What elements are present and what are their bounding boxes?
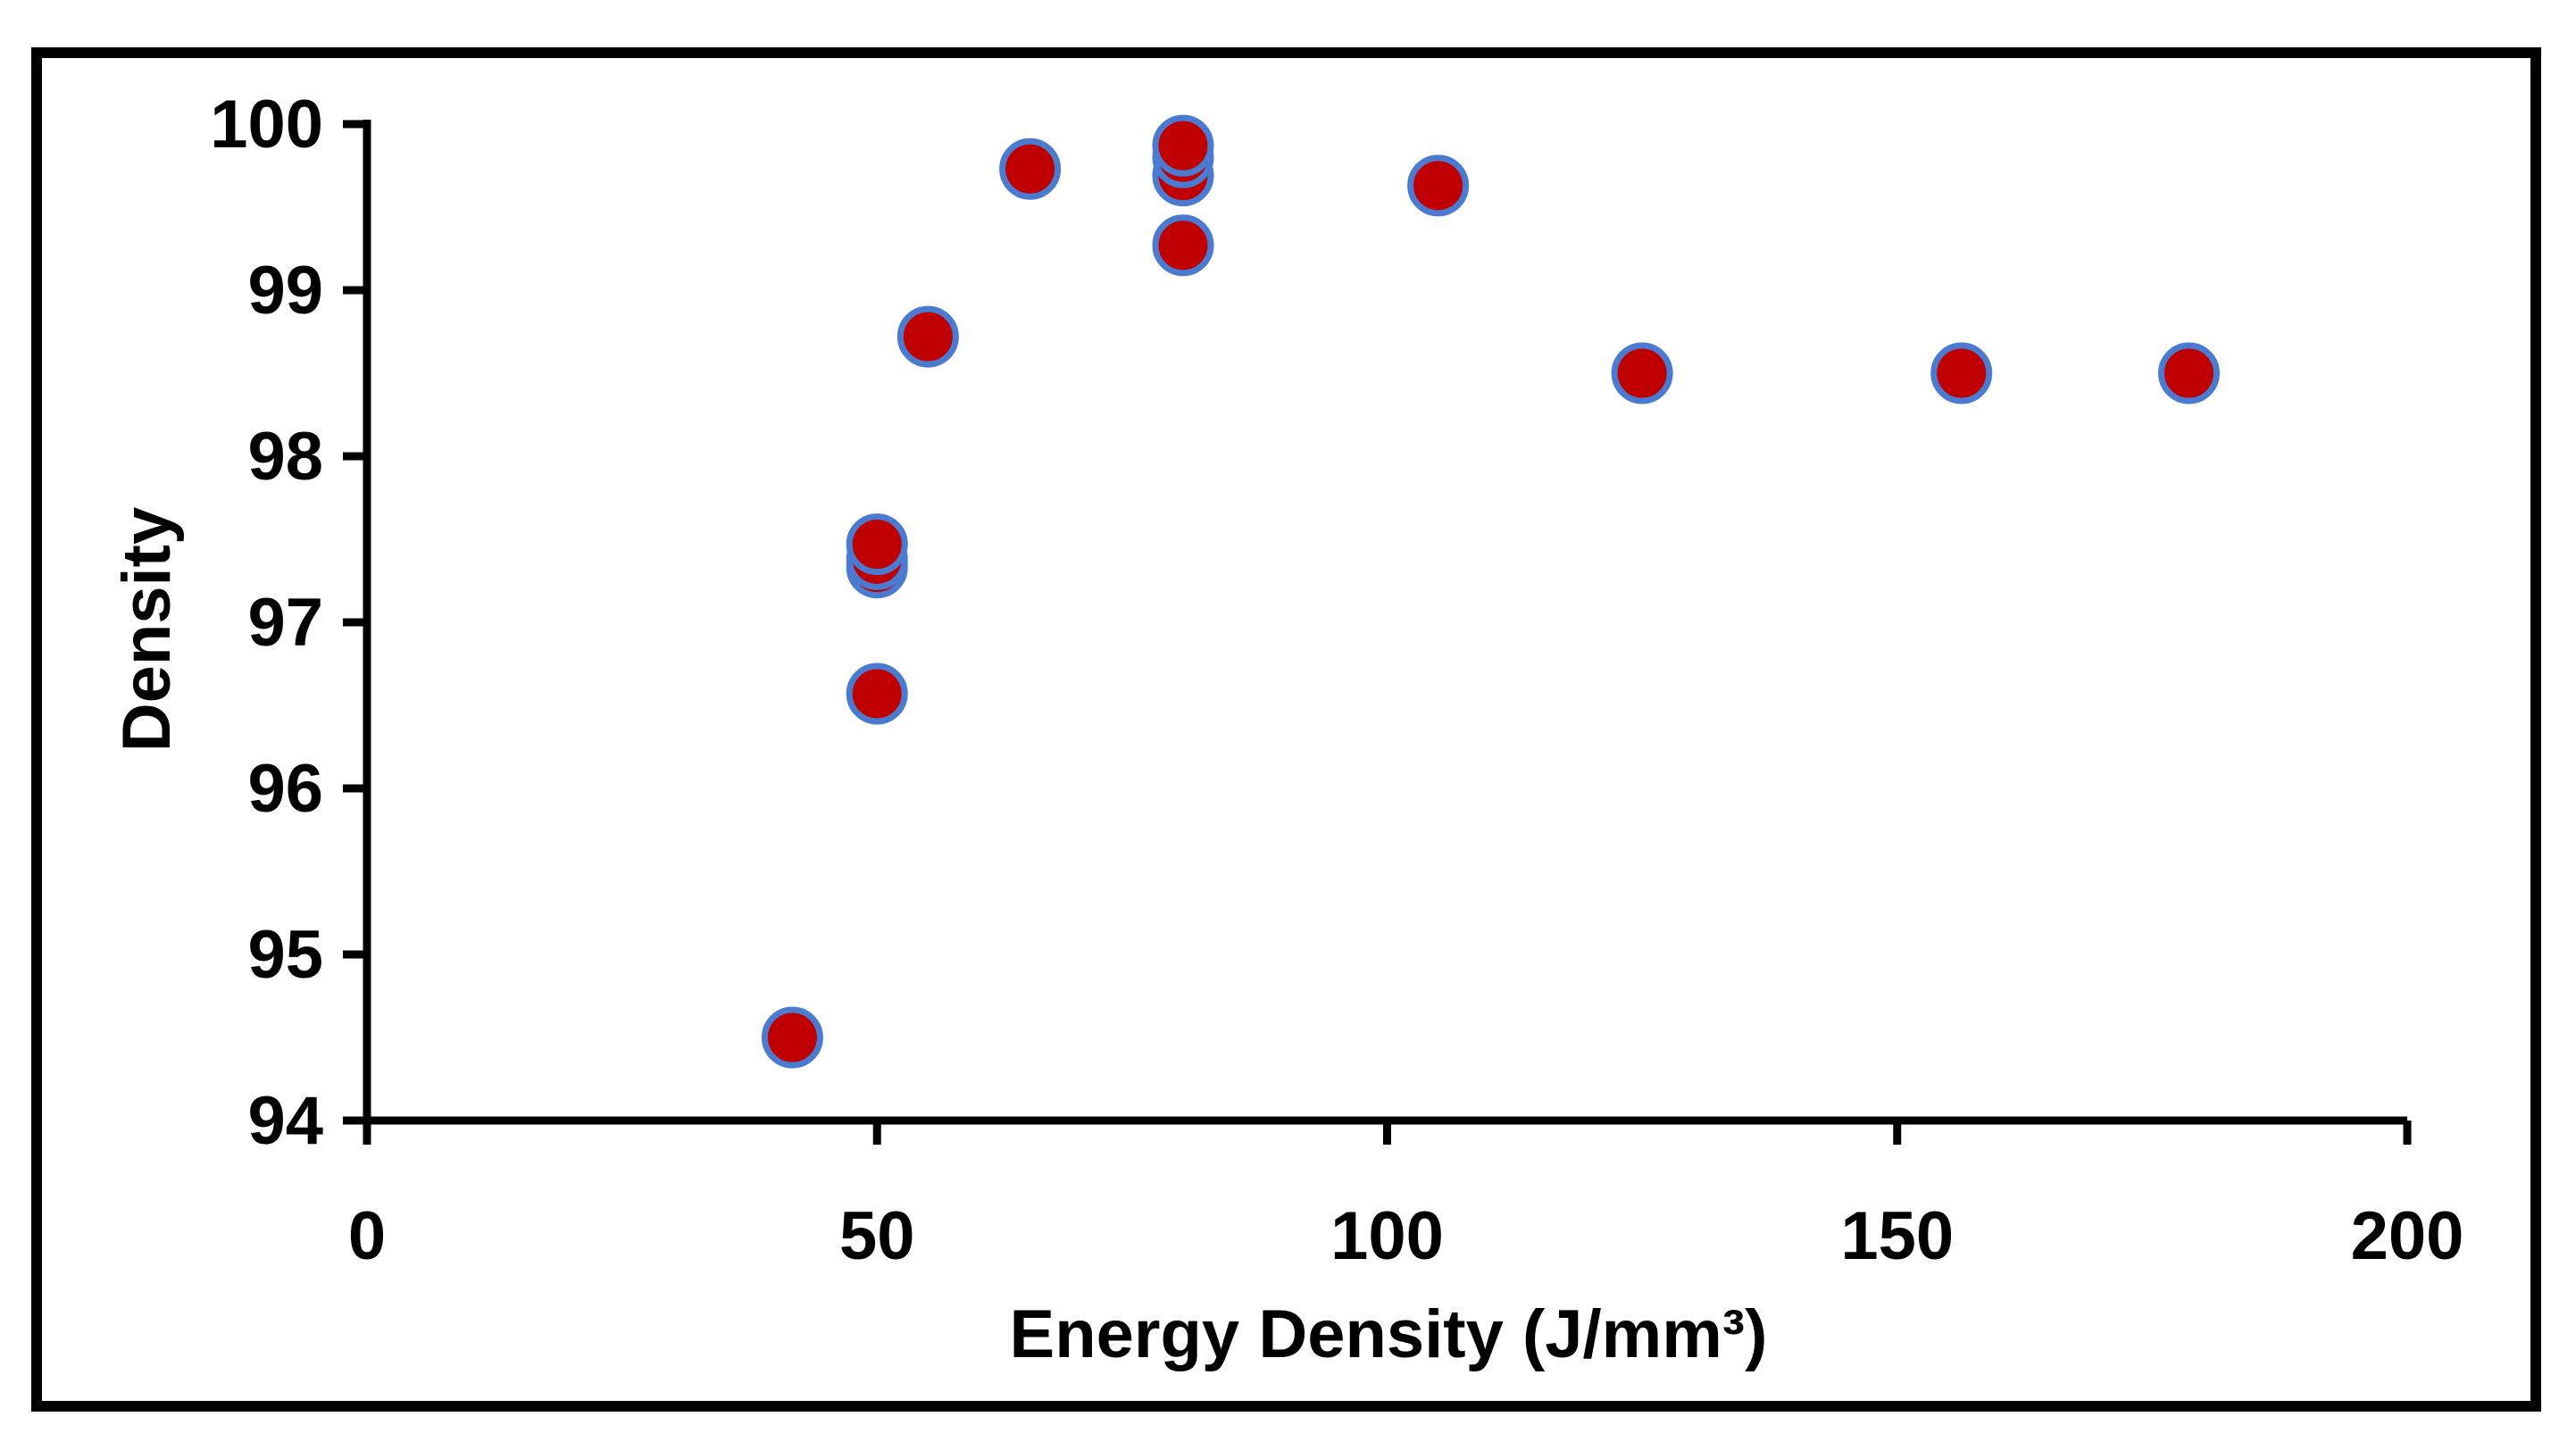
data-point: [1611, 342, 1673, 404]
data-point: [1930, 342, 1993, 404]
y-tick-label: 96: [247, 751, 323, 827]
y-tick-label: 100: [210, 87, 323, 162]
data-point: [761, 1006, 823, 1069]
x-tick-label: 50: [839, 1198, 915, 1274]
data-point: [2158, 342, 2221, 404]
x-axis: 0 50 100 150 200 Energy Density (J/mm³): [348, 1116, 2464, 1372]
y-axis-ticks: 94 95 96 97 98 99 100: [210, 87, 367, 1159]
chart-border: [31, 47, 2541, 1412]
y-tick-label: 94: [247, 1083, 323, 1159]
y-axis: 94 95 96 97 98 99 100 Density: [109, 87, 371, 1159]
y-tick-label: 99: [247, 253, 323, 329]
x-tick-label: 0: [348, 1198, 386, 1274]
x-tick-label: 200: [2351, 1198, 2464, 1274]
data-point: [896, 305, 959, 368]
x-tick-label: 150: [1840, 1198, 1954, 1274]
data-point: [846, 662, 908, 725]
data-point: [1152, 214, 1214, 277]
data-point: [999, 138, 1062, 200]
y-tick-label: 97: [247, 585, 323, 661]
data-point: [1152, 114, 1214, 177]
x-tick-label: 100: [1330, 1198, 1444, 1274]
data-point: [1407, 154, 1470, 217]
y-axis-label: Density: [109, 507, 185, 753]
y-tick-label: 95: [247, 917, 323, 993]
x-axis-label: Energy Density (J/mm³): [1010, 1296, 1768, 1372]
y-tick-label: 98: [247, 419, 323, 495]
data-points: [761, 114, 2221, 1069]
data-point: [846, 513, 908, 576]
x-axis-ticks: 0 50 100 150 200: [348, 1121, 2464, 1274]
